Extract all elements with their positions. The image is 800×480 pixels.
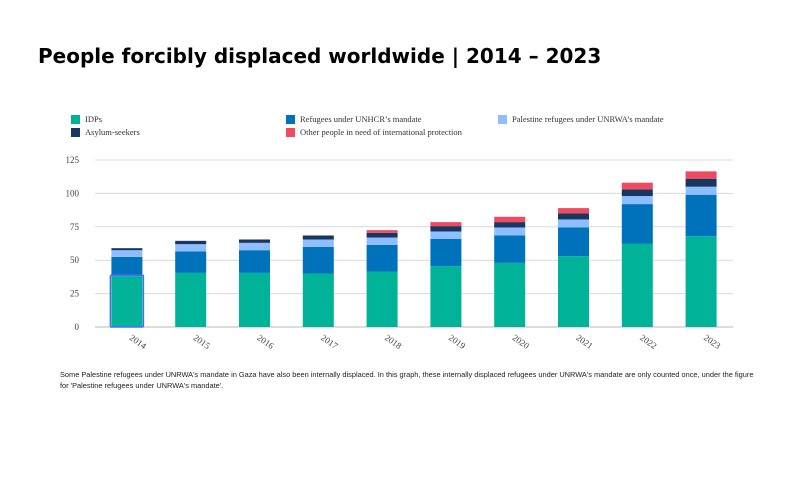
bar-segment[interactable]: [430, 266, 462, 327]
bar-segment[interactable]: [621, 196, 653, 205]
bar-segment[interactable]: [111, 250, 143, 257]
legend-swatch-unrwa-refugees: [498, 114, 507, 124]
x-tick-label: 2018: [383, 332, 404, 351]
y-tick-label: 0: [75, 322, 80, 332]
legend-swatch-idps: [71, 114, 80, 124]
bar-segment[interactable]: [494, 227, 526, 236]
bar-segment[interactable]: [494, 222, 526, 228]
legend-label: Other people in need of international pr…: [300, 127, 462, 137]
legend-item-unrwa-refugees[interactable]: Palestine refugees under UNRWA’s mandate: [498, 113, 664, 125]
bar-segment[interactable]: [302, 235, 334, 240]
bar-segment[interactable]: [685, 236, 717, 327]
x-tick-label: 2020: [511, 332, 532, 351]
x-tick-label: 2015: [192, 332, 213, 351]
bar-segment[interactable]: [621, 243, 653, 328]
y-tick-label: 100: [66, 188, 80, 198]
bar-highlight: [109, 274, 145, 328]
x-tick-label: 2016: [255, 332, 276, 351]
bar-segment[interactable]: [430, 231, 462, 239]
legend-item-other-protection[interactable]: Other people in need of international pr…: [286, 126, 462, 138]
bar-segment[interactable]: [685, 171, 717, 179]
bar-segment[interactable]: [494, 216, 526, 223]
bar-segment[interactable]: [366, 232, 398, 238]
bar-segment[interactable]: [621, 204, 653, 244]
x-tick-label: 2022: [638, 332, 658, 351]
legend-label: Refugees under UNHCR’s mandate: [300, 114, 422, 124]
y-tick-label: 125: [66, 155, 80, 165]
legend-item-unhcr-refugees[interactable]: Refugees under UNHCR’s mandate: [286, 113, 422, 125]
legend-swatch-unhcr-refugees: [286, 114, 295, 124]
bar-segment[interactable]: [558, 213, 589, 220]
bar-segment[interactable]: [685, 186, 717, 195]
bar-segment[interactable]: [494, 235, 526, 263]
legend-item-idps[interactable]: IDPs: [71, 113, 102, 125]
bar-segment[interactable]: [111, 276, 143, 327]
chart-title: People forcibly displaced worldwide | 20…: [38, 44, 602, 68]
bar-segment[interactable]: [366, 244, 398, 272]
bar-segment[interactable]: [621, 189, 653, 197]
bar-segment[interactable]: [175, 272, 207, 327]
legend-label: Asylum-seekers: [85, 127, 140, 137]
y-tick-label: 50: [70, 255, 80, 265]
bar-segment[interactable]: [239, 239, 270, 243]
bar-segment[interactable]: [685, 178, 717, 187]
bar-segment[interactable]: [239, 272, 270, 327]
bar-segment[interactable]: [430, 226, 462, 232]
bar-segment[interactable]: [111, 248, 143, 251]
bar-segment[interactable]: [111, 256, 143, 277]
legend-swatch-asylum-seekers: [71, 127, 80, 137]
bar-segment[interactable]: [621, 182, 653, 190]
y-tick-label: 25: [70, 289, 80, 299]
chart-footnote: Some Palestine refugees under UNRWA's ma…: [60, 370, 754, 390]
bar-segment[interactable]: [175, 251, 207, 273]
bar-segment[interactable]: [558, 256, 589, 327]
bar-segment[interactable]: [302, 239, 334, 247]
bar-segment[interactable]: [685, 194, 717, 237]
bar-segment[interactable]: [494, 262, 526, 327]
bar-segment[interactable]: [558, 219, 589, 228]
bar-segment[interactable]: [239, 250, 270, 273]
bar-segment[interactable]: [366, 237, 398, 245]
bar-segment[interactable]: [430, 238, 462, 267]
bar-segment[interactable]: [558, 208, 589, 214]
bar-segment[interactable]: [239, 242, 270, 251]
bar-segment[interactable]: [175, 240, 207, 245]
legend-item-asylum-seekers[interactable]: Asylum-seekers: [71, 126, 140, 138]
x-tick-label: 2017: [319, 332, 340, 351]
bar-segment[interactable]: [175, 244, 207, 252]
bar-segment[interactable]: [366, 271, 398, 327]
legend-label: Palestine refugees under UNRWA’s mandate: [512, 114, 664, 124]
x-tick-label: 2019: [447, 332, 468, 351]
bar-segment[interactable]: [302, 246, 334, 274]
bar-segment[interactable]: [558, 227, 589, 257]
bar-segment[interactable]: [430, 222, 462, 227]
legend-label: IDPs: [85, 114, 103, 124]
y-tick-label: 75: [70, 222, 80, 232]
bar-segment[interactable]: [302, 273, 334, 327]
x-tick-label: 2021: [574, 332, 594, 351]
bar-segment[interactable]: [366, 230, 398, 233]
legend-swatch-other-protection: [286, 127, 295, 137]
x-tick-label: 2023: [702, 332, 723, 351]
x-tick-label: 2014: [128, 332, 149, 351]
